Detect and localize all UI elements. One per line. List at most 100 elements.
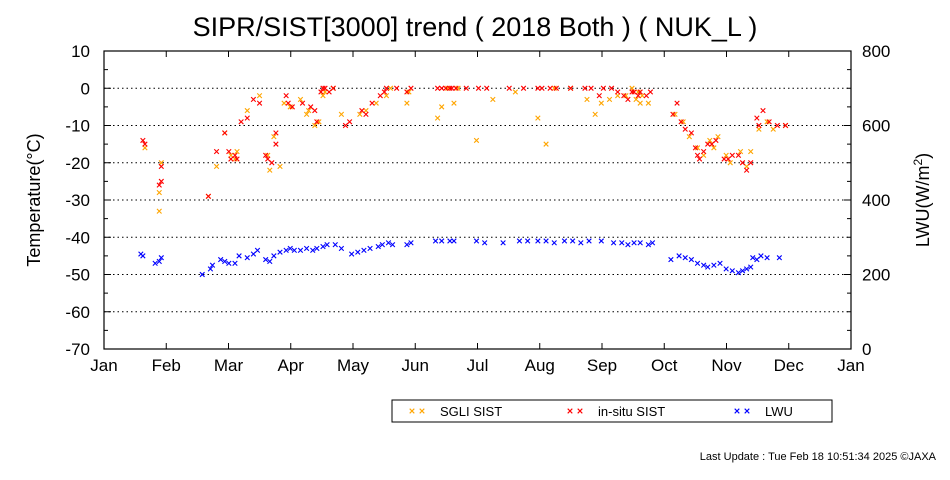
data-point	[320, 85, 326, 91]
data-point	[207, 266, 214, 272]
legend-marker	[567, 408, 573, 414]
data-point	[688, 130, 695, 136]
data-point	[443, 85, 449, 91]
data-point	[743, 167, 750, 173]
data-point	[377, 93, 383, 99]
data-point	[756, 122, 762, 129]
data-point	[774, 122, 781, 129]
x-tick-label: Jun	[402, 356, 429, 375]
data-point	[254, 247, 261, 253]
data-point	[649, 240, 656, 246]
x-tick-label: Mar	[214, 356, 244, 375]
data-point	[297, 96, 304, 103]
data-point	[213, 163, 220, 170]
legend: SGLI SIST in-situ SIST LWU	[409, 404, 793, 419]
data-point	[322, 85, 328, 91]
data-point	[316, 119, 322, 125]
data-point	[244, 115, 250, 121]
data-point	[367, 245, 373, 252]
data-point	[152, 260, 158, 267]
data-point	[375, 243, 381, 250]
data-point	[451, 238, 457, 244]
data-point	[748, 160, 754, 166]
data-point	[387, 85, 394, 91]
data-point	[637, 240, 643, 246]
data-point	[490, 96, 496, 103]
data-point	[250, 96, 257, 103]
data-point	[369, 100, 375, 106]
y-axis-left: 10 0 -10 -20 -30 -40 -50 -60 -70	[65, 42, 111, 359]
data-point	[535, 238, 541, 244]
data-point	[326, 89, 332, 95]
data-point	[256, 100, 263, 106]
data-point	[592, 111, 598, 118]
data-point	[389, 242, 396, 248]
data-point	[623, 93, 629, 99]
data-point	[582, 85, 588, 91]
data-point	[142, 141, 148, 147]
data-point	[754, 256, 760, 263]
data-point	[739, 268, 746, 274]
data-point	[318, 89, 324, 95]
data-point	[438, 104, 445, 110]
data-point	[619, 240, 625, 246]
data-point	[615, 89, 621, 95]
data-point	[586, 238, 592, 244]
x-tick-label: Dec	[774, 356, 805, 375]
data-point	[598, 238, 605, 244]
data-point	[735, 152, 742, 158]
data-point	[324, 242, 330, 248]
data-point	[277, 249, 283, 255]
data-point	[473, 137, 480, 144]
data-point	[625, 242, 631, 248]
x-tick-label: Jan	[90, 356, 117, 375]
data-point	[217, 256, 224, 263]
data-point	[674, 100, 680, 106]
data-point	[226, 260, 232, 267]
data-point	[506, 85, 512, 91]
x-tick-label: Apr	[278, 356, 305, 375]
y-tick-label: -70	[65, 340, 90, 359]
data-point	[484, 85, 490, 91]
chart-title: SIPR/SIST[3000] trend ( 2018 Both ) ( NU…	[193, 12, 758, 42]
series-in-situ-sist	[140, 85, 789, 199]
data-point	[705, 264, 711, 270]
data-point	[561, 238, 568, 244]
legend-label: in-situ SIST	[598, 404, 665, 419]
data-point	[717, 260, 723, 267]
data-point	[342, 122, 349, 129]
data-point	[383, 85, 390, 91]
data-point	[250, 251, 257, 257]
legend-box	[391, 399, 833, 423]
data-point	[463, 85, 469, 91]
data-point	[312, 107, 318, 114]
data-point	[404, 100, 410, 106]
data-point	[234, 148, 240, 155]
data-point	[758, 253, 764, 259]
data-point	[748, 148, 754, 155]
data-point	[551, 240, 557, 246]
y2-tick-label: 600	[862, 117, 890, 136]
legend-marker	[577, 408, 583, 414]
data-points	[138, 85, 789, 278]
data-point	[222, 258, 228, 265]
data-point	[447, 238, 453, 244]
data-point	[449, 85, 455, 91]
y2-axis-label: LWU(W/m2)	[911, 153, 933, 247]
data-point	[379, 242, 386, 248]
data-point	[606, 96, 613, 103]
grid-lines	[104, 87, 851, 313]
y-tick-label: -50	[65, 266, 90, 285]
data-point	[600, 85, 607, 91]
data-point	[723, 152, 729, 158]
y-axis-right: 800 600 400 200 0	[844, 42, 890, 359]
y-tick-label: -40	[65, 228, 90, 247]
data-point	[700, 148, 707, 155]
data-point	[320, 93, 326, 99]
data-point	[434, 115, 441, 121]
data-point	[226, 148, 232, 155]
data-point	[782, 122, 789, 129]
y-tick-label: 0	[81, 79, 90, 98]
data-point	[735, 269, 742, 276]
y-tick-label: 10	[71, 42, 90, 61]
